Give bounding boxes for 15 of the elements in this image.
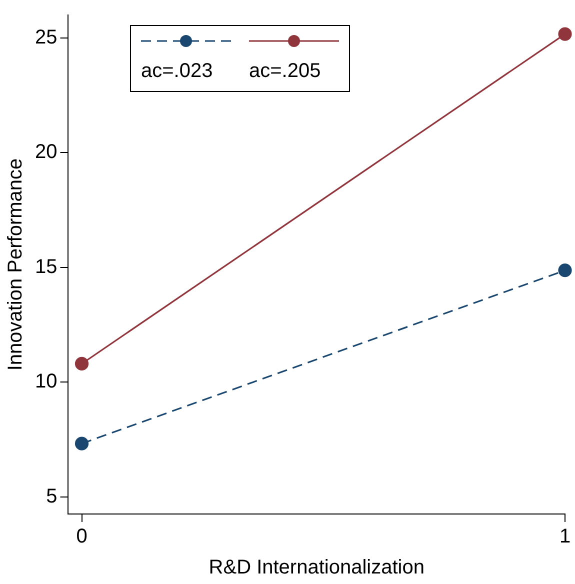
y-tick-label: 5	[46, 485, 58, 508]
y-tick-label: 25	[34, 26, 58, 48]
point	[74, 356, 89, 371]
y-axis-title: Innovation Performance	[4, 158, 27, 371]
legend-label: ac=.205	[249, 60, 321, 83]
x-tick-label: 1	[559, 526, 571, 548]
x-tick-label: 0	[76, 526, 88, 548]
point	[558, 27, 572, 41]
y-tick-label: 10	[34, 370, 58, 393]
legend-label: ac=.023	[141, 60, 213, 83]
x-axis-title: R&D Internationalization	[208, 556, 424, 579]
y-tick-label: 15	[34, 256, 58, 278]
y-tick-label: 20	[34, 141, 58, 164]
point	[74, 436, 89, 450]
point	[558, 264, 572, 278]
